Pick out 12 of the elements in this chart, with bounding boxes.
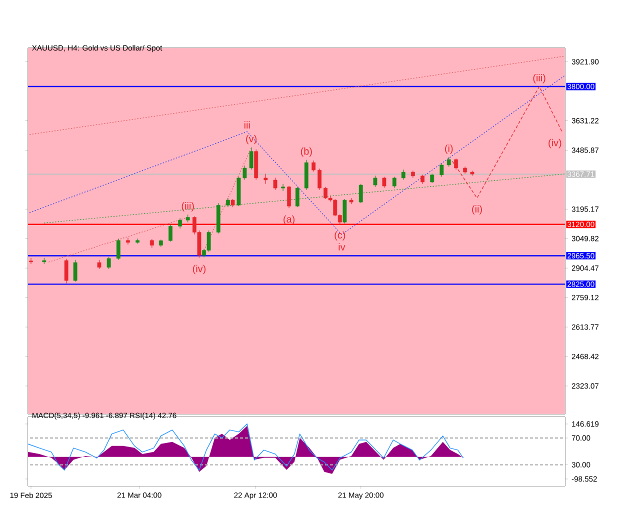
annotation: iii — [244, 121, 250, 129]
annotation: (a) — [284, 215, 294, 225]
annotation: (ii) — [472, 205, 482, 215]
annotation: iv — [338, 243, 346, 250]
annotation: (iv) — [548, 138, 562, 148]
annotation: (b) — [300, 147, 312, 157]
annotation: (i) — [445, 144, 453, 154]
annotation: (iii) — [182, 202, 194, 212]
annotation: (iv) — [192, 264, 206, 274]
annotation: (iii) — [533, 74, 546, 84]
annotation: (c) — [334, 231, 346, 240]
annotation: (v) — [246, 134, 257, 144]
